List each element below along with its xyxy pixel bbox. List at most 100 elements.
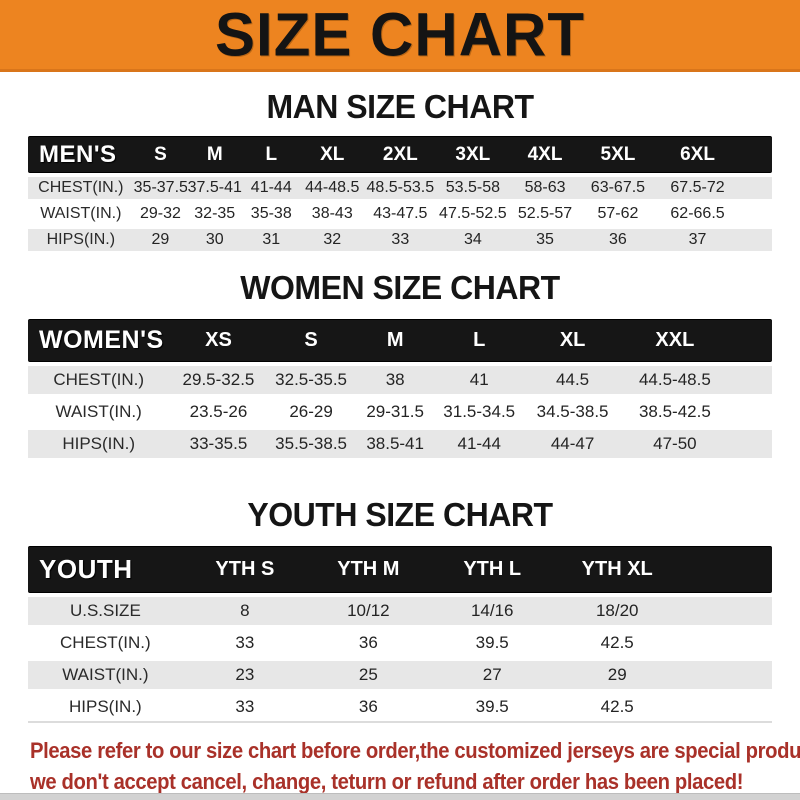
table-row: HIPS(IN.) 29 30 31 32 33 34 35 36 37 <box>28 229 772 251</box>
size-value-cell: 31 <box>242 229 301 251</box>
size-value-cell: 35.5-38.5 <box>267 430 355 458</box>
column-header: 3XL <box>436 136 510 173</box>
table-row: HIPS(IN.) 33-35.5 35.5-38.5 38.5-41 41-44 44-… <box>28 430 772 458</box>
size-value-cell: 38.5-42.5 <box>638 402 711 421</box>
disclaimer-notice: Please refer to our size chart before or… <box>30 735 800 797</box>
size-value-cell: 36 <box>580 229 656 251</box>
column-header: YTH L <box>429 546 555 593</box>
section-title: YOUTH SIZE CHART <box>247 496 553 533</box>
filler-cell <box>739 177 772 199</box>
size-value-cell: 58-63 <box>509 177 581 199</box>
row-label: WAIST(IN.) <box>28 661 183 689</box>
column-header: 6XL <box>655 136 740 173</box>
size-value-cell: 29-31.5 <box>366 402 424 421</box>
size-value-cell: 33-35.5 <box>169 430 268 458</box>
section-men: MAN SIZE CHART MEN'S S M L XL 2XL 3XL 4XL 5XL 6XL C… <box>0 88 800 255</box>
size-value-cell: 41-44 <box>435 430 523 458</box>
filler-cell <box>680 629 772 657</box>
size-table-men: MEN'S S M L XL 2XL 3XL 4XL 5XL 6XL CHEST(IN.) 35-37… <box>28 132 772 255</box>
size-value-cell: 44-48.5 <box>300 177 365 199</box>
table-corner-label: WOMEN'S <box>28 319 170 362</box>
column-header: YTH S <box>182 546 307 593</box>
filler-cell <box>727 366 772 394</box>
column-header: S <box>267 319 355 362</box>
column-header: 4XL <box>509 136 581 173</box>
size-value-cell: 36 <box>306 693 430 723</box>
column-header: M <box>354 319 436 362</box>
size-value-cell: 32.5-35.5 <box>267 366 355 394</box>
size-value-cell: 29-32 <box>139 205 181 222</box>
row-label: WAIST(IN.) <box>55 402 142 421</box>
size-value-cell: 38 <box>354 366 436 394</box>
table-row: WAIST(IN.) 23.5-26 26-29 29-31.5 31.5-34.5 34… <box>28 398 772 426</box>
filler-cell <box>679 546 772 593</box>
table-corner-label: YOUTH <box>28 546 183 593</box>
column-header: XS <box>169 319 268 362</box>
filler-cell <box>727 430 772 458</box>
size-value-cell: 23.5-26 <box>189 402 248 421</box>
row-label: WAIST(IN.) <box>40 205 122 222</box>
section-youth: YOUTH SIZE CHART YOUTH YTH S YTH M YTH L YTH … <box>0 496 800 727</box>
filler-cell <box>727 319 772 362</box>
filler-cell <box>727 398 772 426</box>
size-value-cell: 36 <box>358 633 378 652</box>
filler-cell <box>679 661 772 689</box>
size-value-cell: 23 <box>182 661 307 689</box>
table-row: U.S.SIZE 8 10/12 14/16 18/20 <box>28 597 772 625</box>
size-value-cell: 25 <box>306 661 430 689</box>
size-value-cell: 18/20 <box>554 597 680 625</box>
size-value-cell: 44.5-48.5 <box>622 366 728 394</box>
size-value-cell: 29 <box>133 229 188 251</box>
size-value-cell: 53.5-58 <box>436 177 510 199</box>
table-row: WAIST(IN.) 23 25 27 29 <box>28 661 772 689</box>
section-women: WOMEN SIZE CHART WOMEN'S XS S M L XL XXL CHEST(I… <box>0 269 800 462</box>
size-value-cell: 39.5 <box>475 633 509 652</box>
size-value-cell: 29.5-32.5 <box>169 366 268 394</box>
filler-cell <box>679 693 772 723</box>
filler-cell <box>679 597 772 625</box>
size-value-cell: 42.5 <box>554 693 680 723</box>
size-chart-sections: MAN SIZE CHART MEN'S S M L XL 2XL 3XL 4XL 5XL 6XL C… <box>0 88 800 727</box>
size-value-cell: 62-66.5 <box>670 205 725 222</box>
table-row: CHEST(IN.) 35-37.5 37.5-41 41-44 44-48.5 48.5… <box>28 177 772 199</box>
size-value-cell: 44.5 <box>522 366 623 394</box>
filler-cell <box>740 203 772 225</box>
column-header: S <box>133 136 188 173</box>
column-header: YTH M <box>306 546 430 593</box>
row-label: CHEST(IN.) <box>28 177 134 199</box>
size-value-cell: 48.5-53.5 <box>364 177 437 199</box>
size-value-cell: 38-43 <box>311 205 353 222</box>
size-chart-banner: SIZE CHART <box>0 0 800 72</box>
column-header: L <box>242 136 301 173</box>
column-header: XL <box>300 136 365 173</box>
size-value-cell: 32 <box>300 229 365 251</box>
column-header: XXL <box>622 319 728 362</box>
size-value-cell: 27 <box>429 661 555 689</box>
size-value-cell: 33 <box>364 229 437 251</box>
size-value-cell: 43-47.5 <box>373 205 428 222</box>
size-value-cell: 29 <box>554 661 680 689</box>
size-value-cell: 14/16 <box>429 597 555 625</box>
size-value-cell: 44-47 <box>522 430 623 458</box>
size-value-cell: 41 <box>435 366 523 394</box>
size-value-cell: 35-38 <box>250 205 292 222</box>
size-value-cell: 42.5 <box>600 633 634 652</box>
size-value-cell: 39.5 <box>429 693 555 723</box>
disclaimer-line-1: Please refer to our size chart before or… <box>30 738 800 763</box>
size-value-cell: 30 <box>187 229 243 251</box>
bottom-strip <box>0 793 800 800</box>
table-row: CHEST(IN.) 33 36 39.5 42.5 <box>28 629 772 657</box>
section-title: MAN SIZE CHART <box>266 88 534 125</box>
size-value-cell: 67.5-72 <box>655 177 740 199</box>
filler-cell <box>739 229 772 251</box>
size-value-cell: 26-29 <box>289 402 333 421</box>
column-header: YTH XL <box>554 546 680 593</box>
column-header: L <box>435 319 523 362</box>
column-header: 2XL <box>364 136 437 173</box>
size-value-cell: 34 <box>436 229 510 251</box>
filler-cell <box>739 136 772 173</box>
size-value-cell: 47.5-52.5 <box>439 205 507 222</box>
column-header: 5XL <box>580 136 656 173</box>
column-header: M <box>187 136 243 173</box>
size-value-cell: 37.5-41 <box>187 177 243 199</box>
